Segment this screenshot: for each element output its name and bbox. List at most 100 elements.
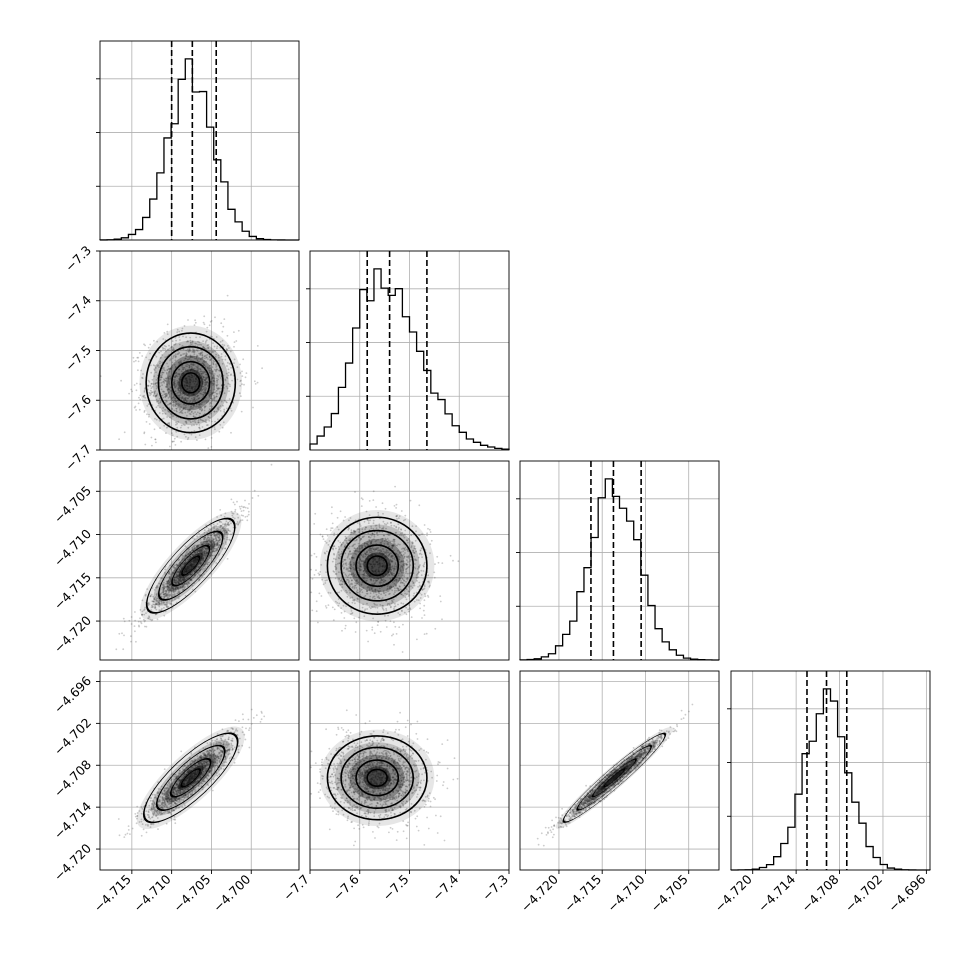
sample-point: [380, 579, 382, 582]
sample-point: [144, 594, 147, 597]
sample-point: [230, 373, 233, 376]
sample-point: [179, 580, 182, 582]
sample-point: [204, 536, 206, 539]
sample-point: [392, 585, 395, 588]
sample-point: [217, 378, 220, 381]
sample-point: [196, 357, 198, 360]
sample-point: [192, 558, 195, 561]
sample-point: [372, 560, 375, 563]
sample-point: [175, 571, 178, 574]
sample-point: [175, 586, 177, 589]
sample-point: [171, 595, 174, 597]
sample-point: [223, 527, 226, 530]
sample-point: [220, 455, 222, 457]
sample-point: [150, 387, 153, 390]
sample-point: [213, 399, 216, 402]
sample-point: [308, 581, 310, 583]
sample-point: [189, 564, 192, 567]
sample-point: [224, 523, 226, 526]
sample-point: [210, 541, 212, 544]
sample-point: [322, 538, 325, 540]
sample-point: [211, 357, 213, 360]
sample-point: [355, 579, 357, 582]
sample-point: [174, 587, 177, 590]
sample-point: [196, 355, 199, 357]
sample-point: [175, 430, 178, 433]
sample-point: [163, 607, 165, 609]
sample-point: [191, 342, 194, 344]
sample-point: [177, 388, 180, 391]
sample-point: [354, 552, 356, 555]
sample-point: [200, 550, 203, 553]
sample-point: [188, 550, 191, 553]
sample-point: [158, 397, 161, 400]
sample-point: [186, 550, 188, 553]
sample-point: [153, 368, 156, 371]
sample-point: [367, 553, 369, 556]
sample-point: [188, 377, 191, 380]
sample-point: [190, 557, 192, 559]
sample-point: [390, 605, 392, 608]
sample-point: [207, 424, 209, 426]
sample-point: [313, 523, 316, 525]
sample-point: [178, 390, 181, 392]
sample-point: [213, 543, 216, 546]
sample-point: [174, 384, 176, 386]
sample-point: [239, 507, 242, 510]
sample-point: [192, 348, 194, 351]
sample-point: [212, 540, 214, 543]
sample-point: [188, 349, 190, 352]
sample-point: [197, 421, 200, 424]
sample-point: [204, 391, 207, 394]
sample-point: [177, 587, 180, 590]
sample-point: [193, 565, 195, 567]
sample-point: [154, 596, 157, 599]
sample-point: [166, 605, 168, 608]
sample-point: [210, 446, 213, 448]
sample-point: [209, 528, 212, 531]
sample-point: [163, 603, 166, 606]
sample-point: [381, 565, 384, 568]
sample-point: [159, 374, 162, 377]
sample-point: [168, 576, 171, 579]
sample-point: [199, 352, 202, 355]
sample-point: [195, 378, 197, 381]
sample-point: [188, 573, 191, 576]
sample-point: [434, 563, 436, 565]
sample-point: [172, 396, 175, 399]
sample-point: [385, 523, 388, 526]
sample-point: [174, 579, 177, 582]
sample-point: [214, 396, 216, 399]
sample-point: [199, 368, 202, 370]
sample-point: [176, 375, 179, 378]
sample-point: [176, 581, 179, 583]
sample-point: [160, 372, 163, 374]
sample-point: [183, 572, 186, 575]
sample-point: [174, 581, 177, 584]
sample-point: [121, 632, 123, 635]
sample-point: [365, 553, 367, 556]
sample-point: [154, 417, 156, 420]
sample-point: [202, 395, 205, 398]
sample-point: [385, 626, 388, 628]
sample-point: [457, 560, 460, 563]
sample-point: [180, 370, 183, 373]
sample-point: [213, 543, 216, 546]
sample-point: [405, 613, 408, 616]
sample-point: [364, 555, 367, 558]
sample-point: [167, 579, 170, 582]
sample-point: [201, 381, 204, 384]
sample-point: [186, 567, 189, 570]
sample-point: [163, 587, 165, 590]
sample-point: [193, 393, 195, 396]
sample-point: [164, 348, 167, 350]
sample-point: [406, 556, 409, 559]
sample-point: [210, 548, 213, 550]
sample-point: [201, 553, 204, 556]
sample-point: [203, 391, 206, 394]
sample-point: [181, 412, 184, 415]
sample-point: [193, 560, 196, 562]
sample-point: [187, 340, 190, 343]
sample-point: [171, 606, 174, 609]
sample-point: [143, 608, 146, 611]
